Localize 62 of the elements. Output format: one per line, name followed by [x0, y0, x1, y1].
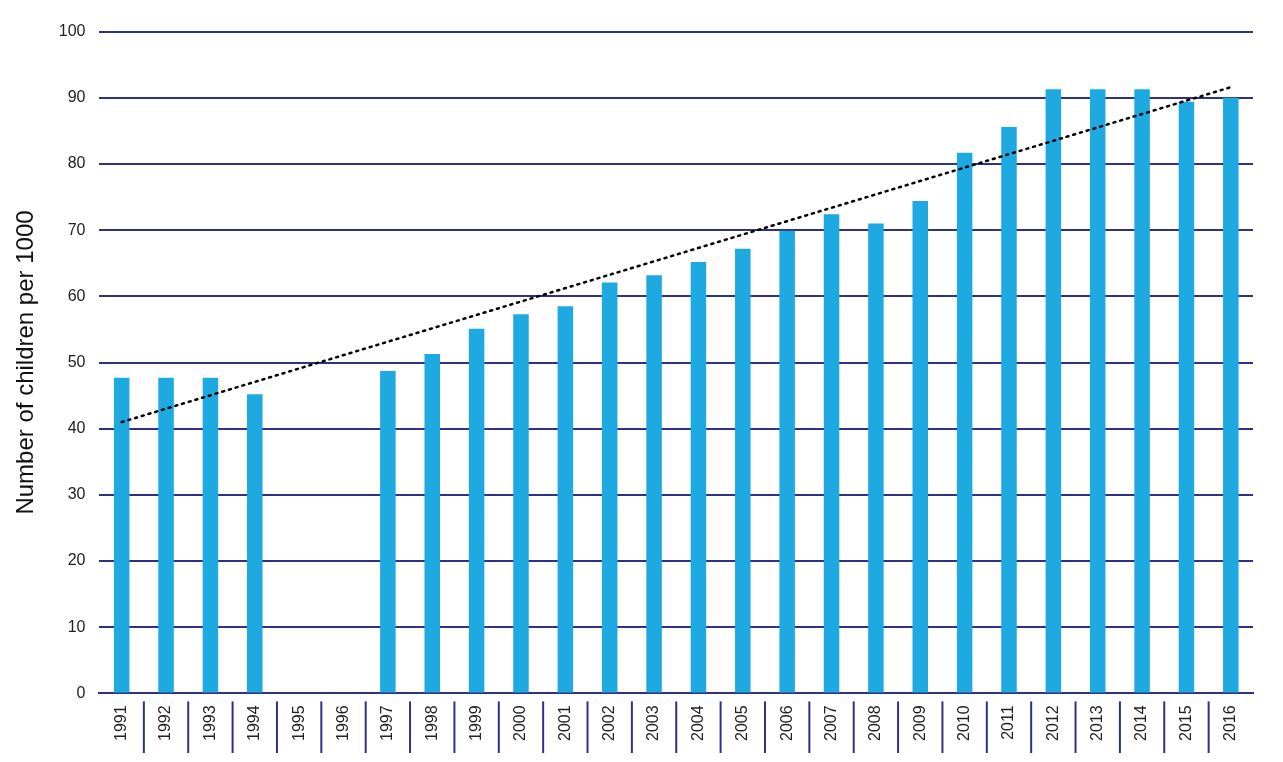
bar [1089, 89, 1106, 693]
x-tick-label: 2002 [600, 705, 618, 741]
y-tick-label: 80 [67, 154, 86, 172]
x-tick-label: 2014 [1132, 705, 1150, 741]
y-tick-label: 90 [67, 88, 86, 106]
bar [912, 201, 929, 693]
x-tick-label: 2012 [1043, 705, 1061, 741]
bar [823, 214, 840, 693]
x-tick-label: 2001 [555, 705, 573, 741]
x-tick-label: 1994 [245, 705, 263, 741]
y-tick-label: 50 [67, 352, 86, 370]
x-tick-label: 1999 [467, 705, 485, 741]
bar [1134, 89, 1150, 693]
bar [1001, 126, 1017, 693]
x-tick-label: 2009 [910, 705, 928, 741]
y-axis-title: Number of children per 1000 [11, 210, 39, 515]
bar [557, 306, 574, 693]
x-tick-label: 2010 [955, 705, 973, 741]
x-tick-label: 1995 [289, 705, 307, 741]
y-tick-label: 70 [67, 220, 86, 238]
x-tick-label: 2016 [1221, 705, 1239, 741]
x-tick-label: 1993 [200, 705, 218, 741]
bar [424, 353, 440, 693]
x-tick-label: 2000 [511, 705, 529, 741]
x-tick-label: 2007 [821, 705, 839, 741]
x-tick-label: 2011 [999, 705, 1017, 740]
y-tick-label: 40 [67, 419, 86, 437]
bar [468, 328, 485, 693]
bar [690, 261, 707, 693]
x-tick-label: 2013 [1088, 705, 1106, 741]
x-tick-label: 2006 [777, 705, 795, 741]
bar [247, 394, 263, 693]
y-tick-label: 20 [67, 551, 86, 569]
x-tick-label: 1997 [378, 705, 396, 741]
bar [601, 282, 618, 693]
bar [735, 248, 751, 693]
bar [868, 223, 884, 693]
bar [646, 275, 662, 693]
x-tick-label: 1992 [156, 705, 174, 741]
y-tick-label: 60 [67, 286, 86, 304]
x-tick-label: 2003 [644, 705, 662, 741]
bar [113, 377, 130, 693]
x-tick-label: 1998 [422, 705, 440, 741]
y-tick-label: 30 [67, 485, 86, 503]
bar [1045, 89, 1062, 693]
y-tick-label: 0 [76, 683, 86, 701]
x-tick-label: 1991 [112, 705, 130, 741]
x-tick-label: 2015 [1176, 705, 1194, 741]
x-tick-label: 1996 [333, 705, 351, 741]
x-tick-label: 2005 [733, 705, 751, 741]
x-tick-label: 2004 [688, 705, 706, 741]
x-tick-label: 2008 [866, 705, 884, 741]
bar [202, 377, 219, 693]
bar [1223, 97, 1239, 693]
bar [956, 152, 973, 693]
bar [513, 314, 529, 693]
y-tick-label: 100 [58, 22, 86, 40]
bar [158, 377, 174, 693]
bar [1178, 101, 1195, 693]
bar [779, 230, 795, 693]
bar [380, 371, 396, 693]
y-tick-label: 10 [67, 617, 86, 635]
